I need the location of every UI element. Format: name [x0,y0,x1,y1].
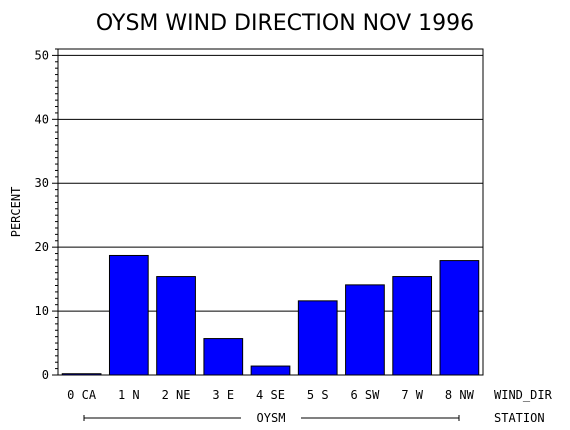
x-tick-label: 0 CA [67,388,97,402]
bar [250,365,291,376]
y-tick-label: 20 [35,240,49,254]
bars [61,254,480,376]
y-tick-label: 30 [35,176,49,190]
y-axis-label: PERCENT [9,187,23,238]
chart-title: OYSM WIND DIRECTION NOV 1996 [96,11,474,36]
x-tick-label: 6 SW [350,388,380,402]
x-tick-label: 2 NE [162,388,191,402]
x-tick-label: 7 W [401,388,423,402]
group-axis-label: STATION [494,411,545,425]
bar [108,254,149,376]
x-tick-label: 3 E [212,388,234,402]
y-tick-label: 10 [35,304,49,318]
bar [345,284,385,376]
y-axis: 0 10 20 30 40 50 [35,48,58,382]
bar [392,276,433,376]
bar [439,260,480,376]
bar [203,338,244,376]
x-tick-label: 5 S [307,388,329,402]
y-tick-label: 40 [35,112,49,126]
x-axis: 0 CA 1 N 2 NE 3 E 4 SE 5 S 6 SW 7 W 8 NW [67,388,474,402]
bar [297,300,338,376]
x-tick-label: 4 SE [256,388,285,402]
bar [61,373,102,376]
group-name: OYSM [257,411,286,425]
x-axis-label: WIND_DIR [494,388,553,402]
x-tick-label: 1 N [118,388,140,402]
bar [156,276,196,376]
y-tick-label: 50 [35,48,49,62]
y-tick-label: 0 [42,368,49,382]
x-tick-label: 8 NW [445,388,475,402]
